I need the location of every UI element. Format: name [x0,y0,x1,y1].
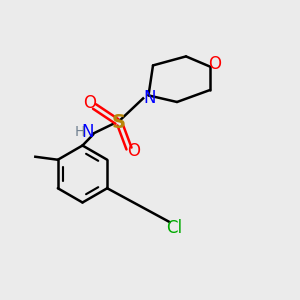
Text: Cl: Cl [166,219,182,237]
Text: O: O [208,55,221,73]
Text: O: O [83,94,96,112]
Text: O: O [128,142,141,160]
Text: N: N [144,89,156,107]
Text: N: N [82,123,94,141]
Text: H: H [74,125,85,139]
Text: S: S [112,113,125,133]
